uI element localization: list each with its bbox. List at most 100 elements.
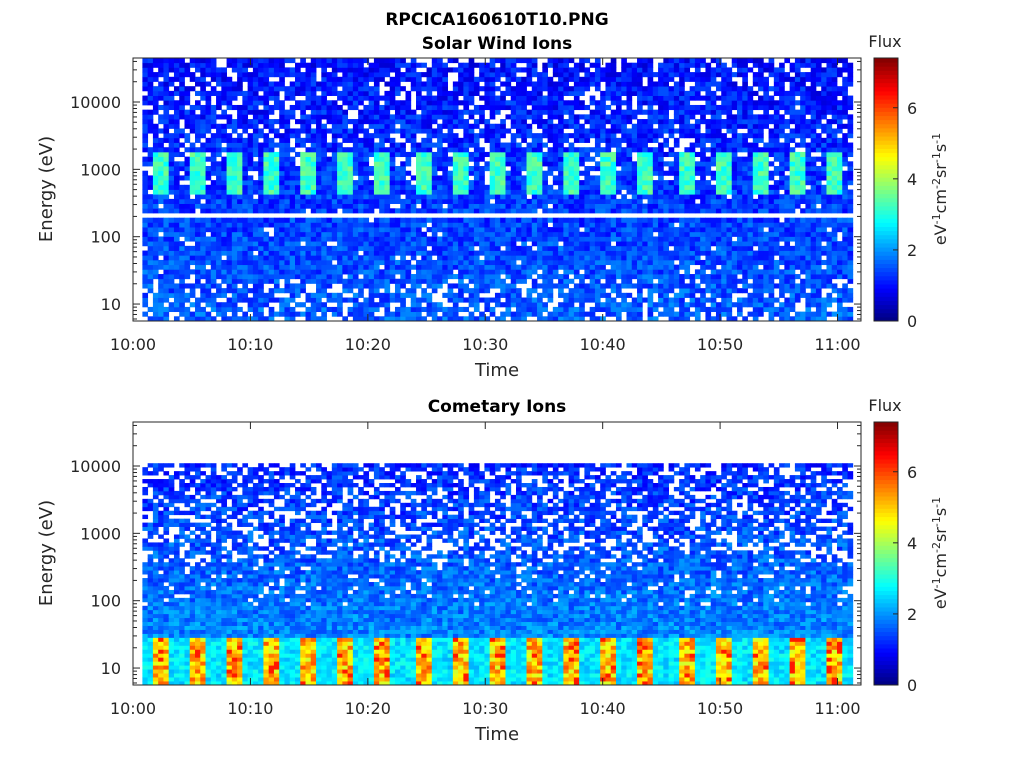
- heatmap-cell: [473, 292, 480, 298]
- heatmap-cell: [247, 86, 254, 92]
- heatmap-cell: [605, 151, 612, 158]
- heatmap-cell: [521, 236, 527, 242]
- heatmap-cell: [368, 208, 375, 214]
- heatmap-cell: [594, 72, 601, 78]
- heatmap-cell: [331, 175, 338, 181]
- heatmap-cell: [489, 95, 496, 101]
- heatmap-cell: [405, 184, 412, 190]
- heatmap-cell: [168, 166, 175, 172]
- heatmap-cell: [279, 72, 285, 78]
- heatmap-cell: [426, 175, 433, 181]
- heatmap-cell: [679, 274, 685, 280]
- heatmap-cell: [537, 119, 543, 125]
- heatmap-cell: [247, 76, 254, 82]
- heatmap-cell: [610, 245, 617, 251]
- heatmap-cell: [494, 297, 501, 303]
- heatmap-cell: [594, 147, 601, 153]
- heatmap-cell: [142, 133, 149, 139]
- heatmap-cell: [563, 297, 570, 303]
- heatmap-cell: [615, 100, 622, 106]
- heatmap-cell: [379, 241, 385, 247]
- heatmap-cell: [331, 81, 338, 87]
- heatmap-cell: [310, 217, 317, 223]
- heatmap-cell: [358, 151, 364, 158]
- heatmap-cell: [684, 109, 691, 115]
- heatmap-cell: [500, 100, 506, 106]
- heatmap-cell: [647, 95, 654, 101]
- heatmap-cell: [684, 245, 691, 251]
- heatmap-cell: [263, 194, 270, 200]
- heatmap-cell: [179, 259, 185, 266]
- heatmap-cell: [516, 104, 522, 111]
- heatmap-cell: [400, 278, 406, 284]
- heatmap-cell: [505, 302, 512, 308]
- heatmap-cell: [237, 278, 243, 284]
- heatmap-cell: [626, 184, 633, 190]
- heatmap-cell: [384, 151, 391, 158]
- heatmap-cell: [531, 288, 538, 294]
- heatmap-cell: [589, 203, 596, 209]
- heatmap-cell: [242, 189, 249, 195]
- heatmap-cell: [473, 90, 480, 96]
- heatmap-cell: [400, 109, 406, 115]
- heatmap-cell: [210, 90, 217, 96]
- heatmap-cell: [310, 297, 317, 303]
- heatmap-cell: [221, 170, 227, 176]
- heatmap-cell: [652, 166, 659, 172]
- heatmap-cell: [226, 194, 233, 200]
- heatmap-cell: [416, 278, 422, 284]
- heatmap-cell: [279, 86, 285, 92]
- heatmap-cell: [326, 274, 333, 280]
- heatmap-cell: [416, 62, 422, 68]
- heatmap-cell: [468, 76, 475, 82]
- heatmap-cell: [647, 72, 654, 78]
- heatmap-cell: [579, 76, 585, 82]
- heatmap-cell: [252, 264, 259, 270]
- heatmap-cell: [400, 283, 406, 289]
- heatmap-cell: [579, 170, 585, 176]
- heatmap-cell: [558, 292, 564, 298]
- heatmap-cell: [252, 236, 259, 242]
- heatmap-cell: [263, 76, 270, 82]
- heatmap-cell: [558, 161, 564, 167]
- heatmap-cell: [600, 95, 606, 101]
- heatmap-cell: [352, 222, 359, 228]
- heatmap-cell: [373, 175, 380, 181]
- heatmap-cell: [626, 255, 633, 261]
- heatmap-cell: [679, 264, 685, 270]
- heatmap-cell: [394, 180, 401, 186]
- heatmap-cell: [489, 100, 496, 106]
- heatmap-cell: [468, 100, 475, 106]
- heatmap-cell: [631, 114, 638, 120]
- heatmap-cell: [552, 283, 559, 289]
- heatmap-cell: [463, 76, 470, 82]
- heatmap-cell: [142, 76, 149, 82]
- heatmap-cell: [279, 245, 285, 251]
- heatmap-cell: [547, 128, 554, 134]
- heatmap-cell: [668, 194, 675, 200]
- heatmap-cell: [505, 67, 512, 73]
- heatmap-cell: [158, 316, 164, 322]
- heatmap-cell: [200, 170, 206, 176]
- heatmap-cell: [637, 86, 643, 92]
- heatmap-cell: [510, 156, 517, 162]
- heatmap-cell: [326, 147, 333, 153]
- heatmap-cell: [252, 104, 259, 111]
- heatmap-cell: [152, 151, 159, 158]
- heatmap-cell: [637, 189, 643, 195]
- heatmap-cell: [352, 100, 359, 106]
- heatmap-cell: [626, 161, 633, 167]
- heatmap-cell: [326, 208, 333, 214]
- heatmap-cell: [237, 156, 243, 162]
- heatmap-cell: [184, 194, 191, 200]
- heatmap-cell: [494, 147, 501, 153]
- heatmap-cell: [394, 217, 401, 223]
- heatmap-cell: [158, 119, 164, 125]
- heatmap-cell: [384, 217, 391, 223]
- heatmap-cell: [363, 208, 370, 214]
- heatmap-cell: [352, 194, 359, 200]
- heatmap-cell: [600, 114, 606, 120]
- heatmap-cell: [326, 292, 333, 298]
- heatmap-cell: [552, 86, 559, 92]
- heatmap-cell: [158, 288, 164, 294]
